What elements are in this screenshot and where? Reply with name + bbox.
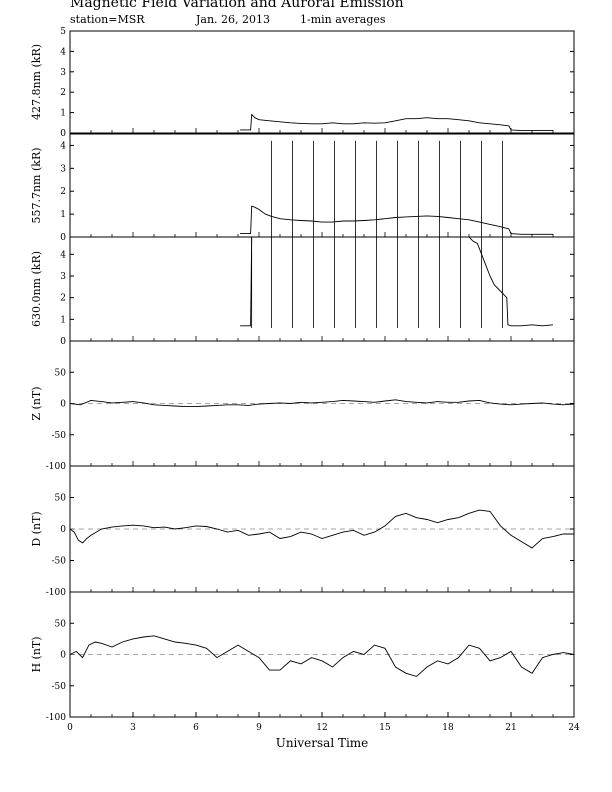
y-tick-label: 0 [60,129,66,139]
series-line [240,236,554,327]
panel-5: -100 -50 0 50 H (nT) [30,591,575,723]
y-tick-label: 2 [60,187,66,197]
x-tick-label: 9 [256,723,262,733]
x-tick-label: 6 [193,723,199,733]
y-tick-label: -100 [46,462,66,472]
y-tick-label: -100 [46,588,66,598]
y-tick-label: 0 [60,233,66,243]
panel-4: -100 -50 0 50 D (nT) [30,465,575,598]
y-tick-label: 0 [60,525,66,535]
y-tick-label: -50 [52,431,67,441]
x-tick-label: 24 [568,723,580,733]
panel-0: 0 1 2 3 4 5 427.8nm (kR) [30,27,575,139]
x-tick-label: 12 [316,723,327,733]
panel-1: 0 1 2 3 4 557.7nm (kR) [30,133,575,243]
y-tick-label: 50 [55,494,67,504]
y-tick-label: 1 [60,210,66,220]
panel-frame [69,30,575,134]
y-tick-label: 2 [60,88,66,98]
panel-2: 0 1 2 3 4 630.0nm (kR) [30,236,575,347]
series-line [240,205,553,235]
panel-frame [69,133,575,238]
x-tick-label: 0 [67,723,73,733]
series-line [240,113,553,132]
y-tick-label: 0 [60,651,66,661]
y-tick-label: 0 [60,400,66,410]
series-line [69,509,574,549]
y-tick-label: 0 [60,337,66,347]
y-tick-label: 3 [60,164,66,174]
x-tick-label: 18 [442,723,454,733]
x-tick-label: 3 [130,723,136,733]
y-tick-label: 4 [60,250,66,260]
y-axis-label: 630.0nm (kR) [30,251,43,327]
y-tick-label: -50 [52,557,67,567]
y-tick-label: 50 [55,368,67,378]
y-tick-label: -50 [52,682,67,692]
y-tick-label: 1 [60,109,66,119]
y-axis-label: Z (nT) [30,386,43,420]
y-tick-label: 3 [60,272,66,282]
series-line [69,399,575,408]
y-tick-label: 4 [60,47,66,57]
chart-title: Magnetic Field Variation and Auroral Emi… [70,0,404,11]
y-axis-label: H (nT) [30,636,43,672]
x-axis-label: Universal Time [276,736,369,750]
x-tick-label: 15 [379,723,391,733]
averaging-label: 1-min averages [300,13,386,26]
y-axis-label: D (nT) [30,511,43,546]
y-tick-label: 2 [60,294,66,304]
station-label: station=MSR [70,13,145,26]
y-tick-label: 50 [55,619,67,629]
series-line [69,635,575,677]
y-axis-label: 427.8nm (kR) [30,44,43,120]
y-tick-label: -100 [46,713,66,723]
date-label: Jan. 26, 2013 [196,13,271,26]
panel-3: -100 -50 0 50 Z (nT) [30,340,575,472]
y-axis-label: 557.7nm (kR) [30,147,43,223]
y-tick-label: 5 [60,27,66,37]
y-tick-label: 3 [60,68,66,78]
y-tick-label: 4 [60,141,66,151]
y-tick-label: 1 [60,315,66,325]
x-tick-label: 21 [505,723,516,733]
